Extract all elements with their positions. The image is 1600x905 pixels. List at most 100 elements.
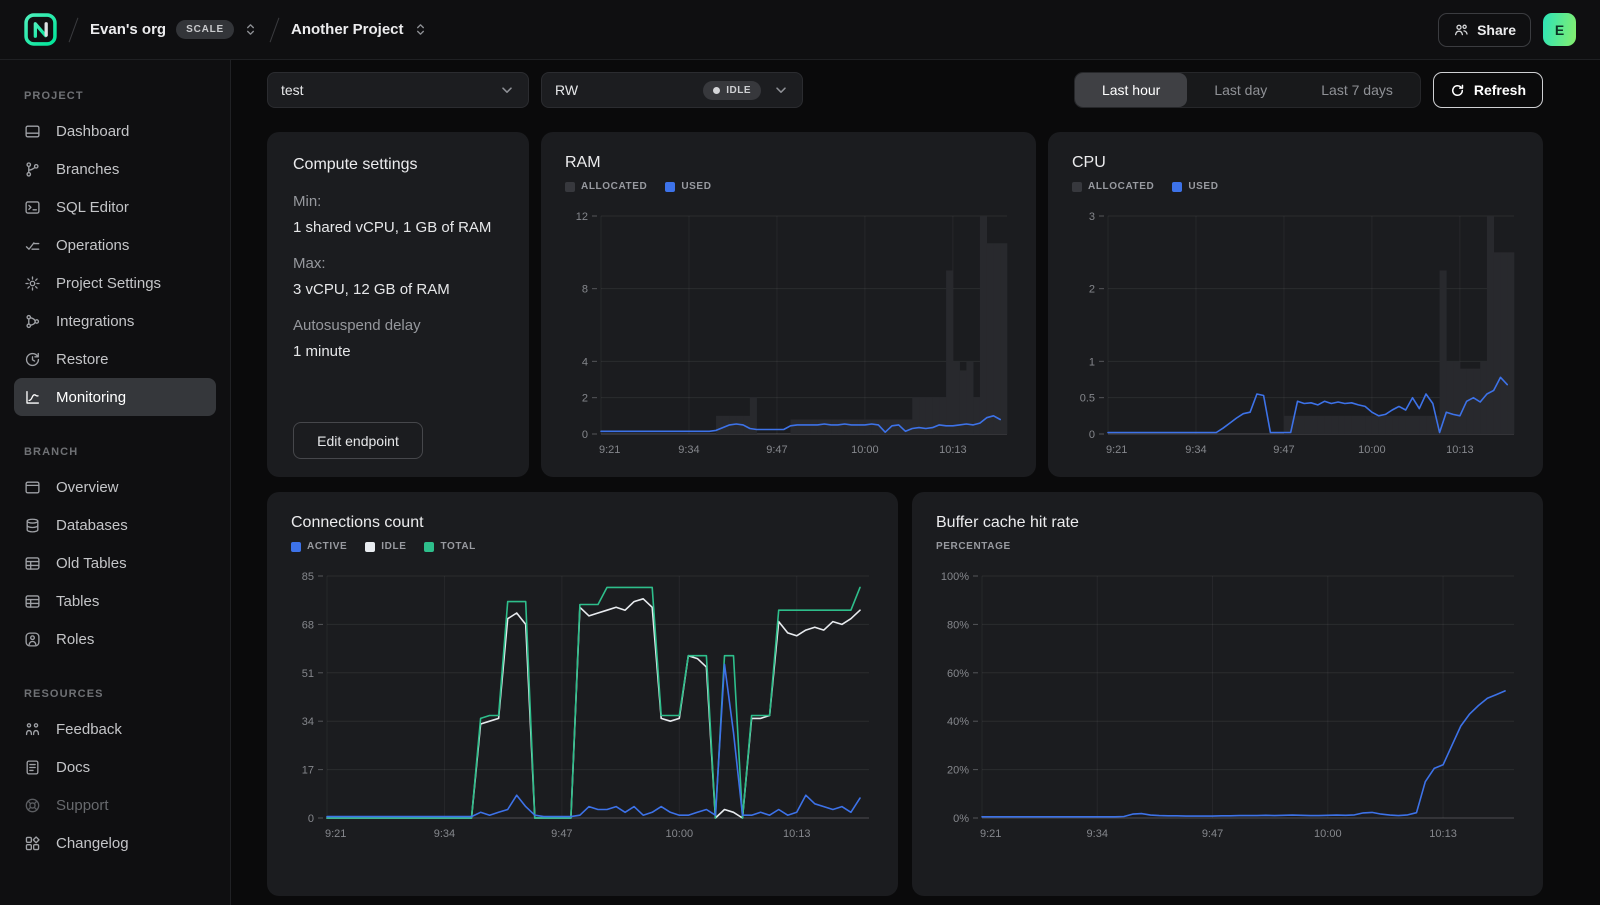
- cards-row-2: Connections count ACTIVE IDLE TOTAL 0 17 34 51 6…: [267, 492, 1543, 896]
- sidebar-item-label: Tables: [56, 592, 100, 610]
- monitoring-icon: [24, 388, 42, 406]
- compute-select[interactable]: RW IDLE: [541, 72, 803, 108]
- sidebar-section-branch: BRANCH Overview Databases Old Tables Tables R…: [14, 446, 216, 658]
- branches-icon: [24, 160, 42, 178]
- legend-swatch-icon: [1072, 181, 1082, 192]
- svg-text:9:34: 9:34: [434, 828, 455, 840]
- tab-last-day[interactable]: Last day: [1214, 82, 1268, 98]
- section-label-project: PROJECT: [24, 90, 84, 102]
- legend-swatch-icon: [565, 181, 575, 192]
- sidebar-item-roles[interactable]: Roles: [14, 620, 216, 658]
- legend-used: USED: [665, 181, 711, 192]
- legend-used: USED: [1172, 181, 1218, 192]
- legend-swatch-icon: [365, 541, 376, 552]
- cards-row-1: Compute settings Min: 1 shared vCPU, 1 G…: [267, 132, 1543, 477]
- svg-text:9:47: 9:47: [1273, 444, 1294, 456]
- sidebar-item-branches[interactable]: Branches: [14, 150, 216, 188]
- tab-last-hour[interactable]: Last hour: [1074, 73, 1188, 107]
- neon-logo[interactable]: [24, 13, 57, 46]
- sidebar-item-label: SQL Editor: [56, 198, 129, 216]
- breadcrumb-project-name[interactable]: Another Project: [291, 21, 404, 38]
- legend-swatch-icon: [1172, 181, 1183, 192]
- sidebar-item-old-tables[interactable]: Old Tables: [14, 544, 216, 582]
- sidebar-item-project-settings[interactable]: Project Settings: [14, 264, 216, 302]
- svg-text:68: 68: [302, 619, 314, 631]
- feedback-icon: [24, 720, 42, 738]
- svg-text:10:00: 10:00: [666, 828, 694, 840]
- user-avatar[interactable]: E: [1543, 13, 1576, 46]
- svg-text:40%: 40%: [947, 716, 969, 728]
- changelog-icon: [24, 834, 42, 852]
- svg-text:9:21: 9:21: [599, 444, 620, 456]
- operations-icon: [24, 236, 42, 254]
- topbar: Evan's org SCALE Another Project Share E: [0, 0, 1600, 60]
- breadcrumb-separator: [68, 17, 79, 42]
- org-switcher-chevron-icon[interactable]: [243, 22, 258, 37]
- sidebar-item-restore[interactable]: Restore: [14, 340, 216, 378]
- sidebar-item-label: Monitoring: [56, 388, 127, 406]
- svg-text:10:13: 10:13: [1429, 828, 1457, 840]
- cpu-chart-title: CPU: [1072, 154, 1106, 171]
- buffer-subtitle: PERCENTAGE: [936, 541, 1011, 552]
- svg-text:9:47: 9:47: [1202, 828, 1223, 840]
- ram-plot: 0 2 4 8 12 9:21 9:34 9:47 10:00 10:13: [576, 211, 1008, 456]
- old-tables-icon: [24, 554, 42, 572]
- connections-legend: ACTIVE IDLE TOTAL: [291, 541, 874, 552]
- breadcrumb-org-name[interactable]: Evan's org: [90, 21, 167, 38]
- people-icon: [1453, 22, 1469, 38]
- autosuspend-delay-value: 1 minute: [293, 343, 351, 360]
- sidebar-item-operations[interactable]: Operations: [14, 226, 216, 264]
- roles-icon: [24, 630, 42, 648]
- branch-select-value: test: [281, 82, 304, 98]
- svg-text:9:34: 9:34: [1185, 444, 1206, 456]
- compute-max-value: 3 vCPU, 12 GB of RAM: [293, 281, 450, 298]
- svg-text:9:21: 9:21: [1106, 444, 1127, 456]
- svg-text:12: 12: [576, 211, 588, 223]
- sidebar-item-label: Overview: [56, 478, 119, 496]
- sidebar-item-monitoring[interactable]: Monitoring: [14, 378, 216, 416]
- sidebar-item-label: Branches: [56, 160, 120, 178]
- connections-chart-title: Connections count: [291, 514, 424, 531]
- sidebar-item-label: Changelog: [56, 834, 129, 852]
- chevron-down-icon: [773, 82, 789, 98]
- sidebar-item-docs[interactable]: Docs: [14, 748, 216, 786]
- sidebar-item-feedback[interactable]: Feedback: [14, 710, 216, 748]
- compute-select-value: RW: [555, 82, 579, 98]
- time-range-tabs: Last hour Last day Last 7 days: [1073, 72, 1421, 108]
- svg-text:10:13: 10:13: [783, 828, 811, 840]
- svg-text:4: 4: [582, 356, 588, 368]
- chevron-down-icon: [499, 82, 515, 98]
- sidebar-item-label: Roles: [56, 630, 95, 648]
- tab-last-7-days[interactable]: Last 7 days: [1321, 82, 1393, 98]
- sidebar-item-tables[interactable]: Tables: [14, 582, 216, 620]
- sql-editor-icon: [24, 198, 42, 216]
- integrations-icon: [24, 312, 42, 330]
- sidebar-item-integrations[interactable]: Integrations: [14, 302, 216, 340]
- svg-text:51: 51: [302, 668, 314, 680]
- refresh-button[interactable]: Refresh: [1432, 72, 1543, 108]
- sidebar-item-support[interactable]: Support: [14, 786, 216, 824]
- legend-allocated: ALLOCATED: [1072, 181, 1154, 192]
- databases-icon: [24, 516, 42, 534]
- sidebar-item-databases[interactable]: Databases: [14, 506, 216, 544]
- compute-max-label: Max:: [293, 255, 326, 272]
- legend-swatch-icon: [291, 541, 301, 552]
- sidebar-item-label: Support: [56, 796, 109, 814]
- buffer-plot: 0% 20% 40% 60% 80% 100% 9:21 9:34 9:47 10:00 10:13: [941, 571, 1514, 840]
- branch-select[interactable]: test: [267, 72, 529, 108]
- share-button[interactable]: Share: [1438, 12, 1531, 47]
- sidebar-item-label: Operations: [56, 236, 130, 254]
- svg-text:2: 2: [582, 393, 588, 405]
- svg-text:60%: 60%: [947, 668, 969, 680]
- restore-icon: [24, 350, 42, 368]
- svg-text:10:13: 10:13: [939, 444, 967, 456]
- sidebar-item-sql-editor[interactable]: SQL Editor: [14, 188, 216, 226]
- sidebar-item-dashboard[interactable]: Dashboard: [14, 112, 216, 150]
- svg-text:10:13: 10:13: [1446, 444, 1474, 456]
- project-switcher-chevron-icon[interactable]: [413, 22, 428, 37]
- edit-endpoint-button[interactable]: Edit endpoint: [293, 422, 423, 459]
- svg-text:10:00: 10:00: [851, 444, 879, 456]
- sidebar-item-changelog[interactable]: Changelog: [14, 824, 216, 862]
- sidebar-item-label: Dashboard: [56, 122, 130, 140]
- sidebar-item-overview[interactable]: Overview: [14, 468, 216, 506]
